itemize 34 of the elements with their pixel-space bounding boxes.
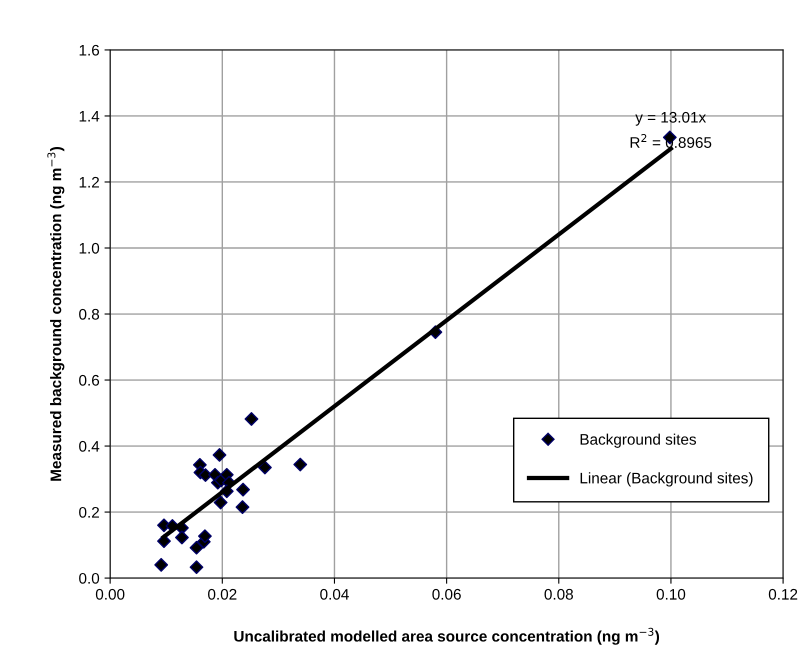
point xyxy=(154,558,168,572)
point xyxy=(175,530,189,544)
y-tick-label: 0.6 xyxy=(79,374,100,386)
y-tick-label: 0.8 xyxy=(79,308,100,320)
y-tick-label: 0.0 xyxy=(79,572,100,584)
point xyxy=(244,412,258,426)
legend-label: Linear (Background sites) xyxy=(580,472,753,487)
x-tick-label: 0.06 xyxy=(432,588,461,600)
point xyxy=(214,496,228,510)
y-tick-label: 0.4 xyxy=(79,440,100,452)
x-tick-label: 0.10 xyxy=(656,588,686,600)
x-tick-label: 0.02 xyxy=(208,588,236,600)
point xyxy=(212,448,226,462)
x-tick-label: 0.12 xyxy=(768,588,798,600)
y-tick-label: 1.6 xyxy=(80,44,100,56)
y-tick-label: 1.0 xyxy=(80,242,100,254)
legend-label: Background sites xyxy=(580,434,696,448)
y-tick-label: 0.2 xyxy=(79,506,99,518)
x-axis-title: Uncalibrated modelled area source concentration (ng m$^{−3}$) xyxy=(234,628,660,645)
point xyxy=(190,540,204,555)
x-tick-label: 0.08 xyxy=(544,588,573,600)
point xyxy=(258,460,272,474)
point xyxy=(190,560,204,574)
x-tick-label: 0.04 xyxy=(320,588,349,600)
point xyxy=(198,529,212,544)
point xyxy=(293,458,308,472)
annotation: y = 13.01x xyxy=(635,112,706,126)
point xyxy=(236,500,250,514)
y-axis-title: Measured background concentration (ng m$^{−3}$) xyxy=(47,147,64,481)
point xyxy=(236,482,250,497)
point xyxy=(198,468,212,482)
y-tick-label: 1.4 xyxy=(80,110,100,122)
y-tick-label: 1.2 xyxy=(80,176,99,188)
x-tick-label: 0.00 xyxy=(96,588,124,600)
